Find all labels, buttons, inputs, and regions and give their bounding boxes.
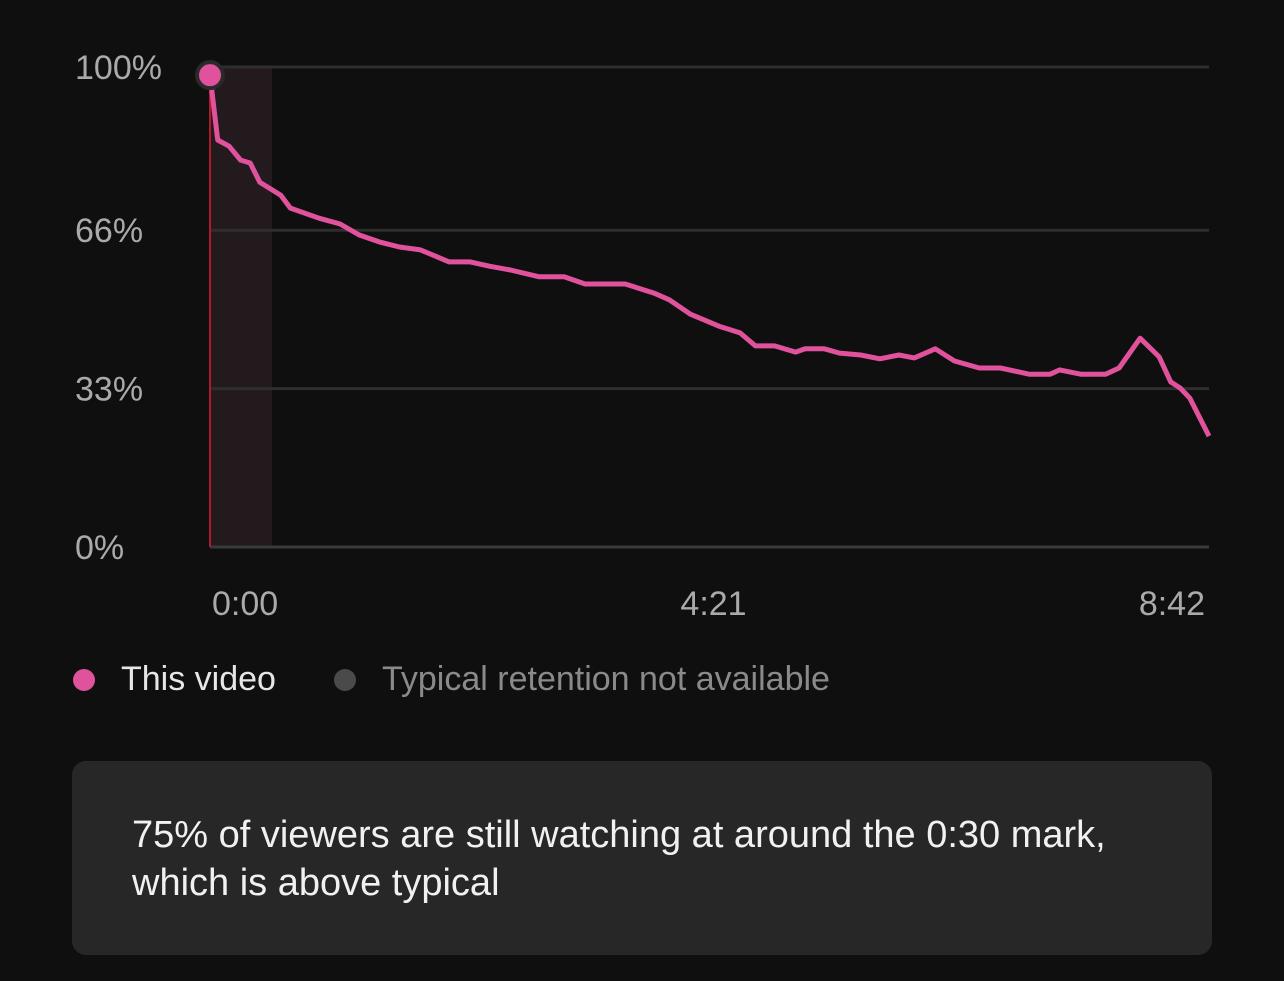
chart: 0% 33% 66% 100% 0:00 4:21 8:42 This video Typica… (73, 49, 1212, 698)
insight-card: 75% of viewers are still watching at aro… (72, 761, 1212, 955)
cursor-dot (195, 60, 225, 91)
legend-label: This video (121, 660, 276, 698)
retention-line (207, 74, 1212, 438)
legend-label: Typical retention not available (382, 660, 830, 698)
x-tick-label: 4:21 (680, 585, 746, 623)
legend-marker (73, 669, 95, 691)
x-tick-label: 0:00 (212, 585, 278, 623)
insight-text: 75% of viewers are still watching at aro… (132, 814, 1106, 904)
y-tick-label: 33% (75, 371, 143, 409)
legend-marker (334, 669, 356, 691)
y-tick-label: 0% (75, 529, 124, 567)
y-tick-label: 66% (75, 212, 143, 250)
x-tick-label: 8:42 (1139, 585, 1205, 623)
selection-highlight (210, 67, 272, 547)
y-tick-label: 100% (75, 49, 162, 87)
